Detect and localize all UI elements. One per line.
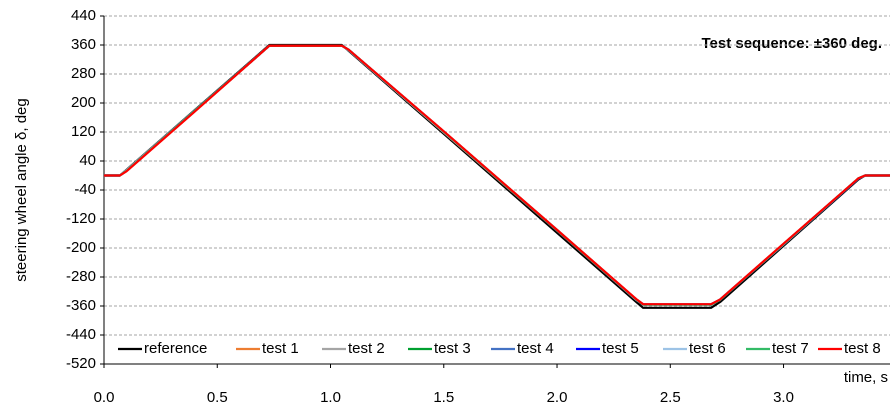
chart-title: Test sequence: ±360 deg.: [701, 35, 882, 52]
y-tick-label: -520: [66, 355, 96, 372]
legend-label: test 7: [772, 340, 809, 357]
y-tick-label: -440: [66, 326, 96, 343]
y-tick-label: -40: [74, 181, 96, 198]
series-line: [104, 44, 890, 306]
y-tick-label: 280: [71, 65, 96, 82]
legend-label: test 6: [689, 340, 726, 357]
y-tick-label: 120: [71, 123, 96, 140]
y-tick-label: -120: [66, 210, 96, 227]
y-tick-label: 360: [71, 36, 96, 53]
y-tick-label: 200: [71, 94, 96, 111]
series-line: [104, 44, 890, 306]
x-tick-label: 1.5: [433, 389, 454, 406]
series-line: [104, 44, 890, 306]
legend-label: test 1: [262, 340, 299, 357]
series-line: [104, 44, 890, 306]
legend-label: test 2: [348, 340, 385, 357]
x-tick-label: 0.5: [207, 389, 228, 406]
legend-label: test 8: [844, 340, 881, 357]
y-tick-label: -280: [66, 268, 96, 285]
series-line: [104, 44, 890, 306]
legend-label: test 3: [434, 340, 471, 357]
legend-label: reference: [144, 340, 207, 357]
y-axis-label: steering wheel angle δ, deg: [13, 98, 30, 281]
y-tick-label: -200: [66, 239, 96, 256]
x-tick-label: 2.5: [660, 389, 681, 406]
y-tick-label: 440: [71, 7, 96, 24]
x-tick-label: 3.0: [773, 389, 794, 406]
legend-label: test 4: [517, 340, 554, 357]
y-tick-label: -360: [66, 297, 96, 314]
series-line: [104, 44, 890, 306]
x-tick-label: 1.0: [320, 389, 341, 406]
x-axis-label: time, s: [844, 369, 888, 386]
y-tick-label: 40: [79, 152, 96, 169]
x-tick-label: 2.0: [547, 389, 568, 406]
x-tick-label: 0.0: [94, 389, 115, 406]
legend-label: test 5: [602, 340, 639, 357]
series-line: [104, 44, 890, 306]
series-line: [104, 44, 890, 306]
